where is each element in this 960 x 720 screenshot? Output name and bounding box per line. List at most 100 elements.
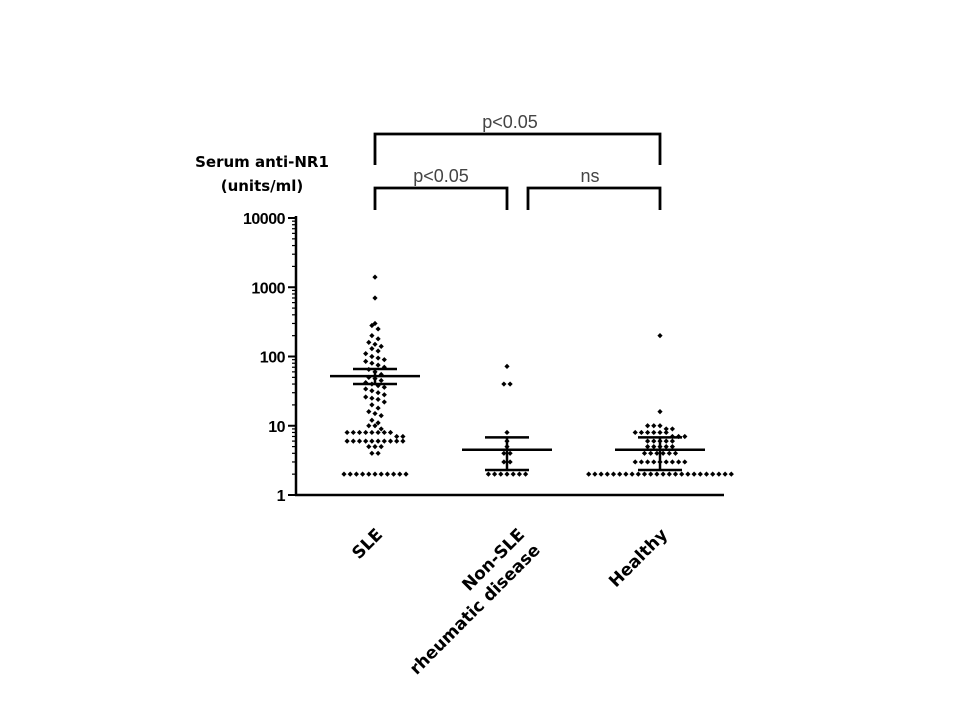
data-point: [347, 471, 353, 477]
data-point: [394, 438, 400, 444]
data-point: [657, 429, 663, 436]
data-point: [381, 392, 387, 398]
data-point: [369, 360, 375, 366]
data-point: [669, 426, 675, 432]
data-point: [378, 426, 384, 432]
data-point: [378, 371, 384, 378]
data-point: [672, 450, 679, 456]
data-point: [344, 438, 350, 444]
data-point: [663, 429, 669, 436]
data-point: [722, 471, 728, 477]
data-point: [638, 429, 644, 436]
data-point: [669, 443, 675, 450]
data-point: [384, 471, 390, 477]
data-point: [504, 471, 510, 477]
data-point: [501, 459, 507, 465]
data-point: [381, 364, 387, 370]
y-axis-ticks: 1 10 100 1000 10000: [243, 211, 296, 505]
data-point: [676, 459, 682, 465]
data-point: [645, 429, 651, 436]
comparison-label: p<0.05: [413, 166, 469, 186]
data-point: [350, 429, 356, 436]
data-point: [356, 438, 363, 444]
data-point: [363, 351, 369, 357]
data-point: [369, 333, 375, 339]
data-point: [641, 450, 648, 456]
data-point: [651, 459, 657, 465]
data-point: [666, 471, 672, 477]
data-point: [369, 395, 375, 401]
data-point: [375, 383, 381, 389]
data-point: [641, 471, 648, 477]
data-point: [381, 357, 387, 363]
data-point: [397, 471, 403, 477]
data-point: [344, 429, 350, 436]
data-point: [369, 438, 375, 444]
data-point: [372, 471, 378, 477]
data-point: [363, 386, 369, 392]
data-point: [660, 471, 666, 477]
data-point: [672, 471, 679, 477]
data-point: [375, 355, 381, 361]
data-point: [350, 438, 356, 444]
comparison-bracket: [373, 132, 662, 165]
y-tick-label: 1: [277, 488, 286, 505]
data-point: [375, 396, 381, 403]
data-point: [363, 358, 369, 364]
comparison-bracket: [526, 186, 662, 210]
data-point: [638, 459, 644, 465]
data-point: [492, 471, 498, 477]
data-point: [375, 336, 381, 342]
data-point: [366, 409, 372, 415]
data-point: [657, 423, 663, 429]
data-point: [400, 433, 406, 440]
category-label: SLE: [348, 525, 387, 564]
data-point: [592, 471, 598, 477]
data-point: [651, 443, 657, 450]
data-point: [369, 388, 375, 394]
data-point: [394, 433, 400, 440]
data-point: [710, 471, 716, 477]
data-point: [501, 381, 507, 387]
data-point: [372, 341, 378, 347]
data-point: [669, 459, 675, 465]
data-point: [645, 459, 651, 465]
data-point: [645, 423, 651, 429]
data-point: [635, 471, 641, 477]
data-point: [516, 471, 522, 477]
data-point: [369, 353, 375, 360]
data-point: [716, 471, 722, 477]
data-point: [366, 471, 372, 477]
data-point: [369, 322, 375, 329]
comparison-bracket: [373, 186, 509, 210]
data-point: [360, 471, 366, 477]
data-point: [498, 471, 504, 477]
data-point: [381, 438, 387, 444]
data-point: [697, 471, 703, 477]
data-point: [378, 471, 384, 477]
y-axis-label-line-2: (units/ml): [221, 177, 304, 195]
data-point: [691, 471, 697, 477]
data-point: [728, 471, 734, 477]
data-point: [381, 429, 387, 436]
data-point: [372, 295, 378, 301]
data-point: [648, 471, 654, 477]
data-point: [356, 429, 363, 436]
data-point: [663, 426, 669, 432]
category-label-line: Healthy: [605, 525, 672, 592]
data-point: [372, 274, 378, 280]
y-tick-label: 1000: [251, 280, 285, 297]
summary-bars: [330, 367, 705, 472]
data-point: [369, 346, 375, 352]
data-point: [378, 377, 384, 384]
data-point: [682, 459, 688, 465]
data-point: [353, 471, 359, 477]
data-point: [504, 429, 510, 436]
data-point: [586, 471, 592, 477]
data-point: [666, 450, 672, 456]
data-point: [375, 348, 381, 354]
data-point: [654, 450, 660, 456]
category-label-line: SLE: [348, 525, 387, 564]
category-label: Healthy: [605, 525, 672, 592]
